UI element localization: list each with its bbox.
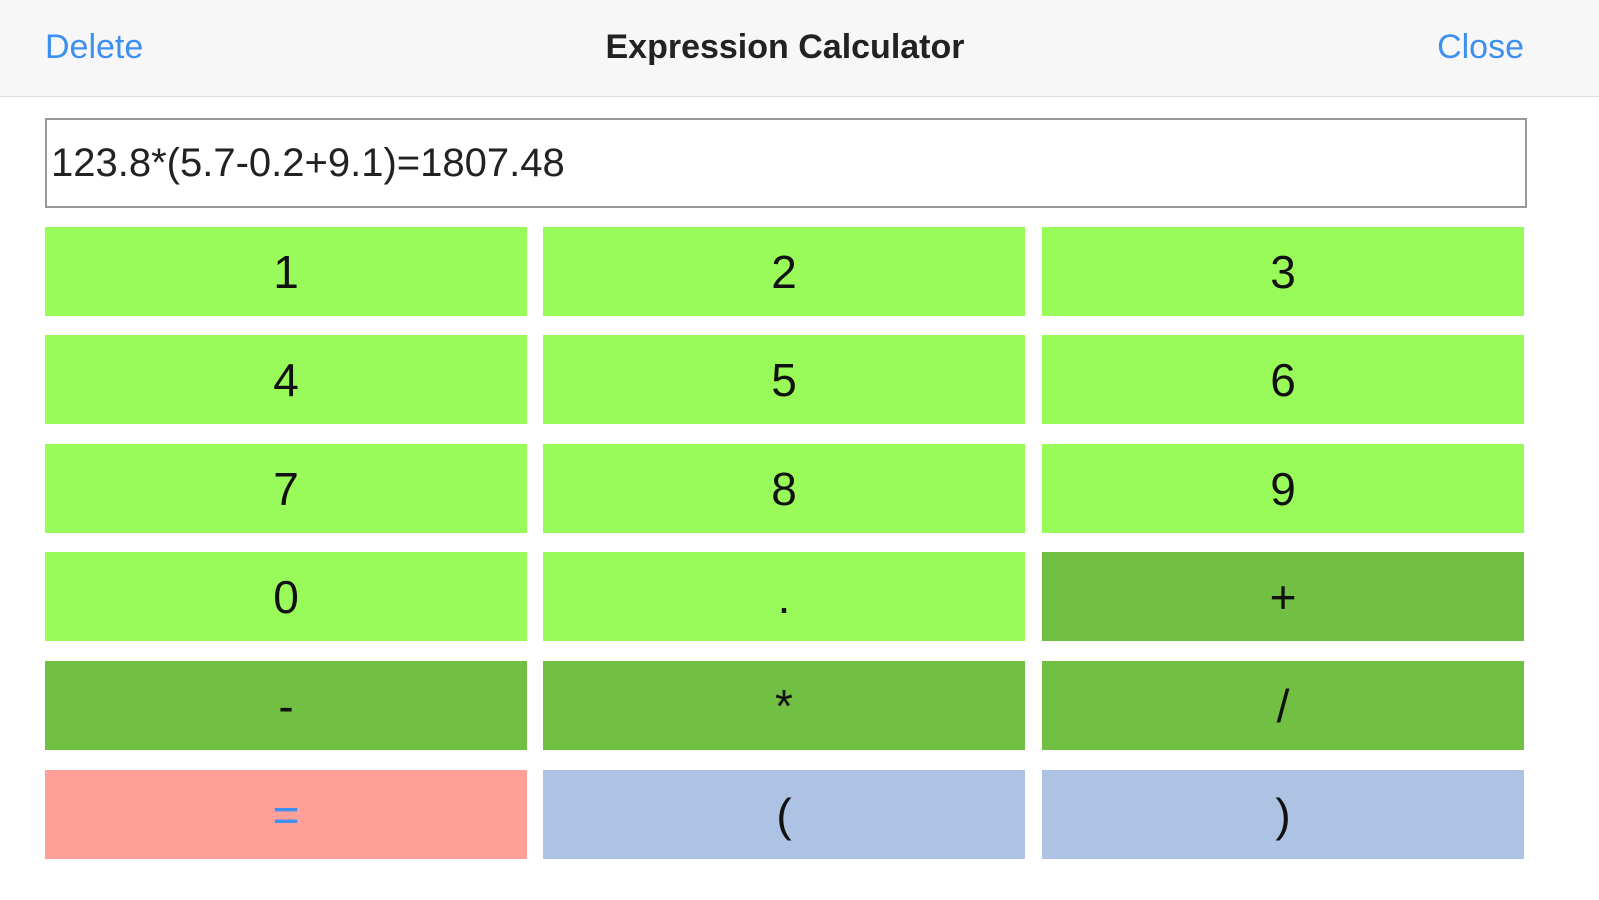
key[interactable]: .: [543, 552, 1025, 641]
key[interactable]: 3: [1042, 227, 1524, 316]
operator-key[interactable]: /: [1042, 661, 1524, 750]
operator-key[interactable]: +: [1042, 552, 1524, 641]
paren-key[interactable]: (: [543, 770, 1025, 859]
key[interactable]: 0: [45, 552, 527, 641]
operator-key[interactable]: *: [543, 661, 1025, 750]
key[interactable]: 4: [45, 335, 527, 424]
key[interactable]: 2: [543, 227, 1025, 316]
key[interactable]: 9: [1042, 444, 1524, 533]
expression-field[interactable]: 123.8*(5.7-0.2+9.1)=1807.48: [45, 118, 1527, 208]
paren-key[interactable]: ): [1042, 770, 1524, 859]
key[interactable]: 7: [45, 444, 527, 533]
key[interactable]: 5: [543, 335, 1025, 424]
delete-button[interactable]: Delete: [45, 28, 144, 66]
key[interactable]: 1: [45, 227, 527, 316]
equals-key[interactable]: =: [45, 770, 527, 859]
operator-key[interactable]: -: [45, 661, 527, 750]
nav-bar: Delete Expression Calculator Close: [0, 0, 1599, 97]
key[interactable]: 6: [1042, 335, 1524, 424]
key[interactable]: 8: [543, 444, 1025, 533]
close-button[interactable]: Close: [1437, 28, 1524, 66]
title: Expression Calculator: [605, 28, 965, 66]
